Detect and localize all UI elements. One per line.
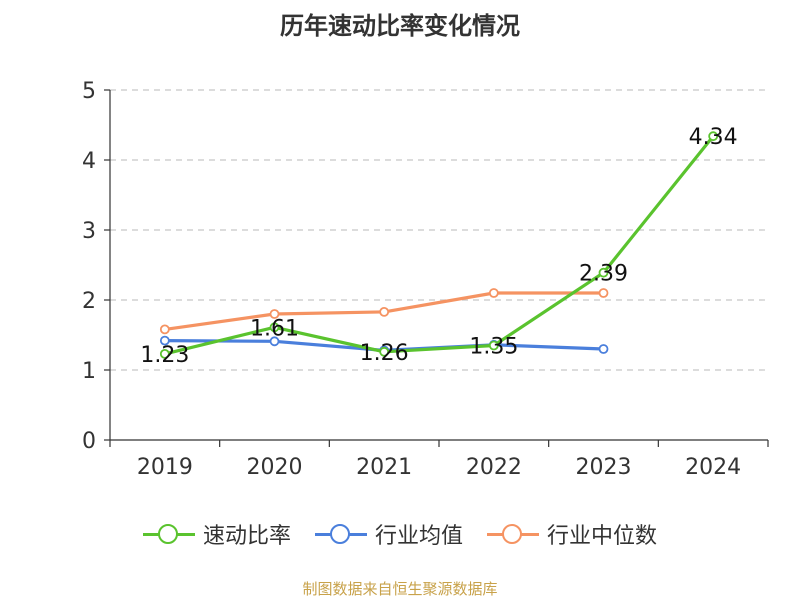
x-tick-label: 2021	[356, 455, 412, 480]
data-label: 1.35	[469, 335, 518, 360]
legend-label: 速动比率	[202, 524, 291, 549]
legend-item-quick-ratio[interactable]: 速动比率	[142, 518, 291, 550]
data-point	[159, 324, 170, 335]
legend-item-industry-median[interactable]: 行业中位数	[487, 518, 657, 550]
data-point	[598, 288, 609, 298]
data-label: 1.61	[250, 316, 299, 341]
x-tick-label: 2022	[466, 455, 522, 480]
legend-item-industry-average[interactable]: 行业均值	[314, 518, 463, 550]
x-tick-label: 2020	[247, 455, 303, 480]
y-tick-label: 2	[82, 289, 96, 314]
legend-line-circle-icon	[487, 524, 539, 544]
data-point	[598, 344, 609, 354]
data-point	[269, 336, 280, 347]
y-tick-label: 4	[82, 149, 96, 174]
legend: 速动比率 行业均值 行业中位数	[0, 518, 800, 550]
data-point	[159, 335, 170, 346]
data-point	[598, 267, 609, 278]
legend-label: 行业中位数	[547, 524, 658, 549]
data-label: 4.34	[689, 125, 738, 150]
y-tick-label: 3	[82, 219, 96, 244]
x-tick-label: 2023	[576, 455, 632, 480]
data-point	[379, 306, 390, 317]
data-point	[269, 322, 280, 333]
data-point	[488, 340, 499, 351]
y-tick-label: 5	[82, 79, 96, 104]
data-point	[488, 288, 499, 298]
x-tick-label: 2024	[685, 455, 741, 480]
data-source-note: 制图数据来自恒生聚源数据库	[302, 580, 498, 598]
data-point	[269, 309, 280, 319]
series-line	[164, 135, 715, 356]
chart-title: 历年速动比率变化情况	[280, 12, 520, 40]
data-label: 2.39	[579, 262, 628, 287]
data-label: 1.23	[140, 343, 189, 368]
data-label: 1.26	[360, 341, 409, 366]
legend-line-circle-icon	[142, 524, 195, 544]
y-tick-label: 1	[82, 359, 96, 384]
data-point	[159, 348, 170, 359]
x-tick-label: 2019	[137, 455, 193, 480]
legend-line-circle-icon	[314, 524, 367, 544]
data-point	[708, 131, 719, 142]
data-point	[379, 346, 390, 357]
legend-label: 行业均值	[374, 524, 463, 549]
y-tick-label: 0	[82, 429, 96, 454]
